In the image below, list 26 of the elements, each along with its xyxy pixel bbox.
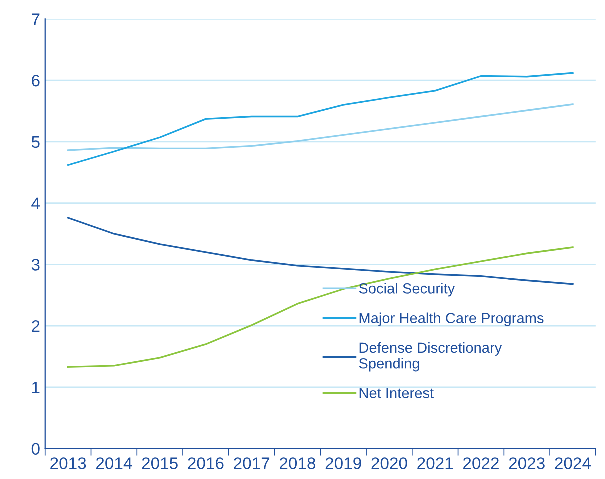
x-tick-label: 2020: [372, 458, 408, 470]
y-tick-label: 0: [32, 443, 40, 456]
y-tick-label: 1: [32, 382, 40, 394]
x-tick-label: 2018: [280, 458, 316, 470]
legend-label: Net Interest: [360, 388, 434, 398]
x-tick-label: 2017: [234, 458, 270, 470]
y-tick-label: 7: [32, 14, 40, 26]
x-tick-label: 2022: [464, 458, 499, 470]
x-tick-label: 2014: [96, 458, 132, 470]
x-tick-label: 2023: [509, 458, 545, 470]
legend-label: Major Health Care Programs: [360, 312, 544, 326]
y-tick-label: 5: [32, 136, 40, 148]
x-tick-label: 2013: [50, 458, 86, 470]
x-tick-label: 2015: [142, 458, 178, 470]
line-series: [67, 72, 574, 166]
legend-label: Social Security: [359, 283, 456, 297]
line-series: [67, 104, 574, 152]
legend-label: Defense Discretionary Spending: [359, 342, 502, 372]
x-tick-label: 2024: [555, 458, 592, 470]
y-tick-label: 6: [32, 74, 40, 87]
x-tick-label: 2019: [326, 458, 362, 470]
y-tick-label: 2: [32, 320, 40, 332]
y-tick-label: 3: [32, 259, 40, 271]
y-tick-label: 4: [32, 198, 40, 210]
x-tick-label: 2016: [188, 458, 224, 470]
x-tick-label: 2021: [418, 458, 454, 470]
